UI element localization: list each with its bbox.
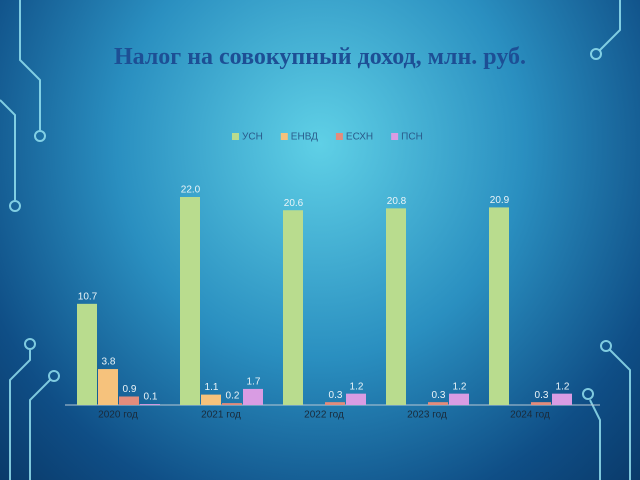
- value-label: 1.2: [556, 381, 570, 392]
- value-label: 22.0: [181, 185, 201, 196]
- bar: [531, 402, 551, 405]
- value-label: 0.1: [144, 392, 158, 403]
- legend-label: ЕНВД: [291, 132, 318, 143]
- legend-swatch: [335, 133, 343, 140]
- legend-swatch: [391, 133, 399, 140]
- bar: [283, 210, 303, 405]
- value-label: 1.7: [247, 377, 261, 388]
- bar: [180, 197, 200, 405]
- legend-label: УСН: [242, 132, 263, 143]
- value-label: 0.3: [535, 390, 549, 401]
- x-tick-label: 2020 год: [98, 410, 138, 421]
- bar: [140, 404, 160, 405]
- bar: [119, 396, 139, 405]
- bar: [449, 393, 469, 405]
- bar: [552, 393, 572, 405]
- bar: [98, 369, 118, 405]
- bar: [428, 402, 448, 405]
- legend-label: ПСН: [401, 132, 423, 143]
- legend-swatch: [280, 133, 288, 140]
- bar: [222, 403, 242, 405]
- value-label: 0.3: [432, 390, 446, 401]
- bar: [386, 208, 406, 405]
- bar: [243, 388, 263, 405]
- legend-swatch: [232, 133, 239, 140]
- bar: [489, 207, 509, 405]
- value-label: 20.8: [387, 196, 407, 207]
- value-label: 0.3: [329, 390, 343, 401]
- value-label: 3.8: [102, 357, 116, 368]
- value-label: 1.2: [350, 381, 364, 392]
- legend-label: ЕСХН: [346, 132, 373, 143]
- value-label: 20.6: [284, 198, 304, 209]
- x-tick-label: 2023 год: [407, 410, 447, 421]
- value-label: 10.7: [78, 291, 98, 302]
- value-label: 1.1: [205, 382, 219, 393]
- x-tick-label: 2022 год: [304, 410, 344, 421]
- bar: [201, 394, 221, 405]
- value-label: 0.9: [123, 384, 137, 395]
- chart-title: Налог на совокупный доход, млн. руб.: [113, 44, 527, 70]
- value-label: 20.9: [490, 195, 510, 206]
- bar: [346, 393, 366, 405]
- bar: [77, 303, 97, 405]
- x-tick-label: 2021 год: [201, 410, 241, 421]
- x-tick-label: 2024 год: [510, 410, 550, 421]
- value-label: 1.2: [453, 381, 467, 392]
- bar: [325, 402, 345, 405]
- value-label: 0.2: [226, 391, 240, 402]
